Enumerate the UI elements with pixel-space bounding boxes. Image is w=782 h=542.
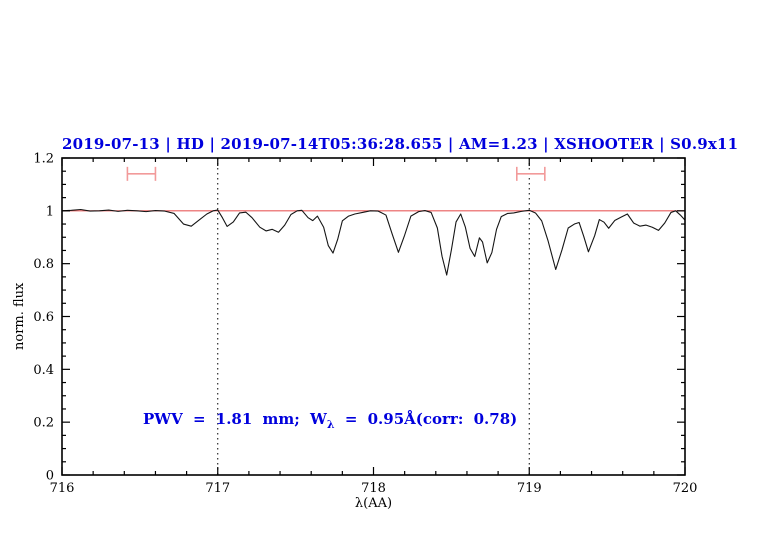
pwv-annotation-suffix: = 0.95Å(corr: 0.78) [334, 410, 518, 428]
x-tick-label: 718 [361, 481, 386, 496]
pwv-annotation-sub: λ [326, 418, 335, 431]
y-tick-label: 0.6 [33, 310, 54, 325]
y-axis-label: norm. flux [12, 282, 27, 351]
y-tick-label: 0.2 [33, 416, 54, 431]
x-axis-label: λ(AA) [354, 496, 393, 511]
pwv-annotation-prefix: PWV = 1.81 mm; W [143, 410, 327, 428]
x-tick-label: 719 [517, 481, 542, 496]
y-tick-label: 1.2 [33, 152, 54, 167]
x-tick-label: 716 [50, 481, 75, 496]
plot-title: 2019-07-13 | HD | 2019-07-14T05:36:28.65… [62, 135, 739, 153]
x-tick-label: 717 [205, 481, 230, 496]
x-tick-label: 720 [673, 481, 698, 496]
y-tick-label: 0 [46, 469, 54, 484]
spectrum-line [61, 208, 686, 276]
y-tick-label: 1 [46, 204, 54, 219]
y-tick-label: 0.8 [33, 257, 54, 272]
y-tick-label: 0.4 [33, 363, 54, 378]
pwv-annotation: PWV = 1.81 mm; Wλ = 0.95Å(corr: 0.78) [143, 410, 517, 431]
